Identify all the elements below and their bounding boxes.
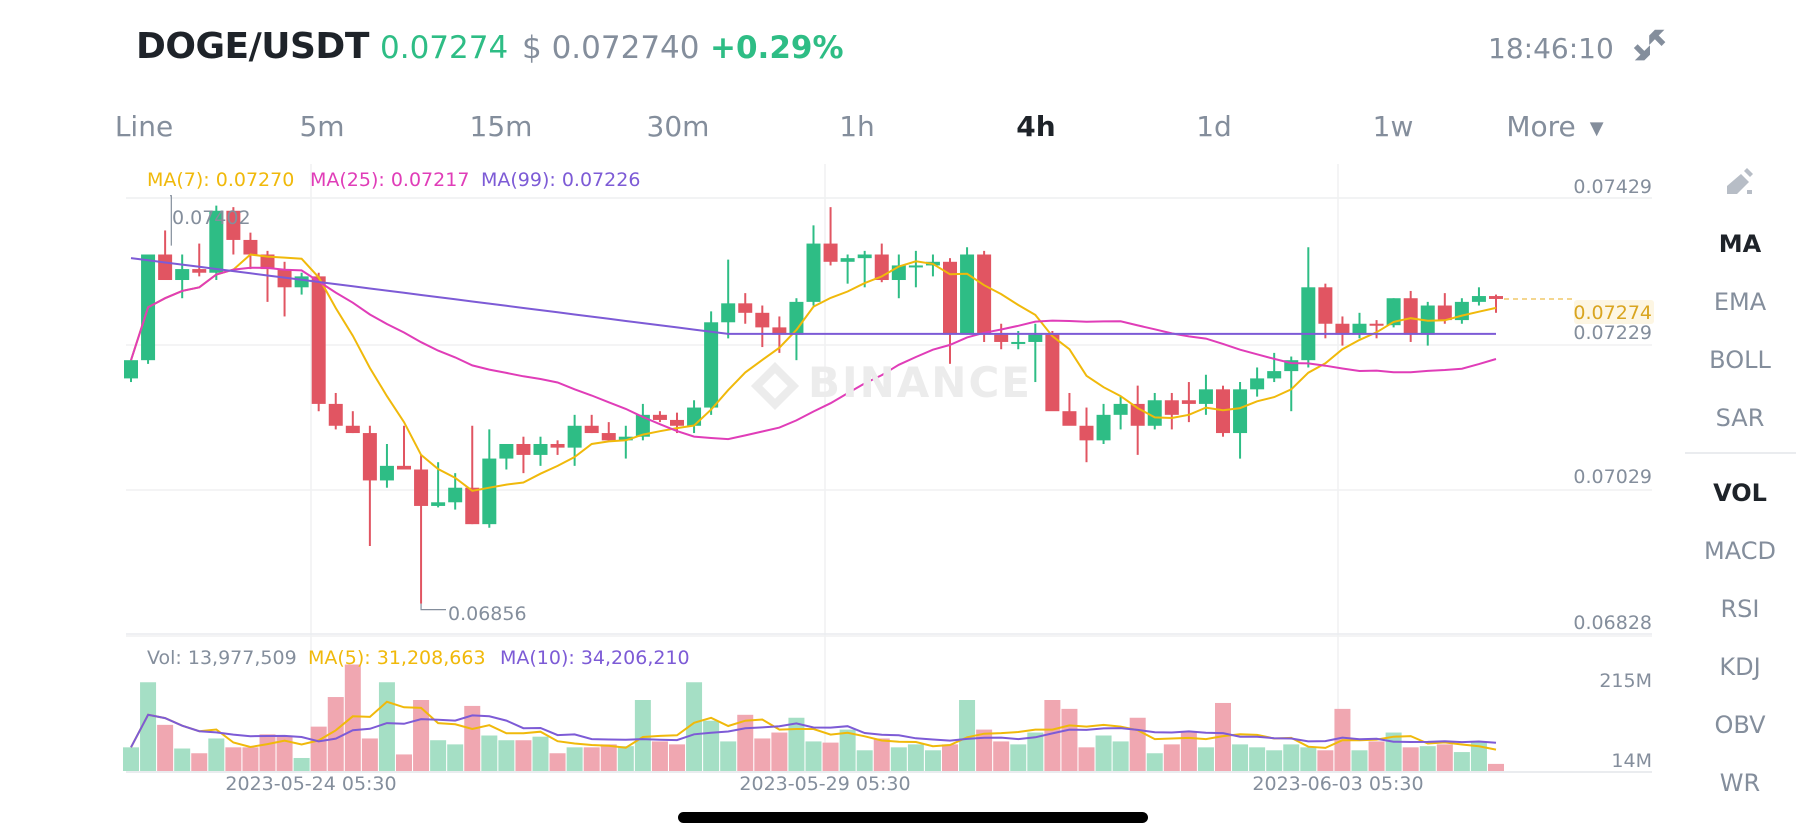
vol-ma10-legend: MA(10): 34,206,210 bbox=[500, 647, 690, 669]
indicator-kdj[interactable]: KDJ bbox=[1719, 653, 1761, 681]
low-price-marker: 0.06856 bbox=[448, 603, 527, 625]
change-percent: +0.29% bbox=[710, 30, 844, 66]
interval-tab-label: 15m bbox=[469, 110, 533, 143]
volume-axis-label: 14M bbox=[1611, 750, 1652, 772]
interval-tab-1h[interactable]: 1h bbox=[839, 110, 875, 143]
ma25-legend: MA(25): 0.07217 bbox=[310, 169, 470, 191]
vol-ma5-legend: MA(5): 31,208,663 bbox=[308, 647, 486, 669]
interval-tab-label: 1h bbox=[839, 110, 875, 143]
indicator-rsi[interactable]: RSI bbox=[1720, 595, 1760, 623]
interval-tab-line[interactable]: Line bbox=[115, 110, 173, 143]
interval-tab-label: 1w bbox=[1372, 110, 1414, 143]
price-axis-label: 0.07429 bbox=[1573, 176, 1652, 198]
interval-tab-label: 4h bbox=[1016, 110, 1056, 143]
last-price: 0.07274 bbox=[380, 30, 509, 66]
date-axis-label: 2023-06-03 05:30 bbox=[1252, 773, 1424, 795]
interval-tab-4h[interactable]: 4h bbox=[1016, 110, 1055, 143]
date-axis-label: 2023-05-29 05:30 bbox=[739, 773, 911, 795]
ma7-legend: MA(7): 0.07270 bbox=[147, 169, 295, 191]
price-axis-label: 0.07029 bbox=[1573, 466, 1652, 488]
high-price-marker: 0.07402 bbox=[172, 207, 251, 229]
home-indicator[interactable] bbox=[678, 812, 1148, 823]
indicator-vol[interactable]: VOL bbox=[1713, 479, 1767, 507]
interval-tabs: Line 5m 15m 30m 1h 4h 1d 1w More ▼ bbox=[0, 110, 1690, 150]
indicator-ma[interactable]: MA bbox=[1718, 230, 1762, 258]
watermark-text: BINANCE bbox=[808, 358, 1032, 407]
interval-tab-label: More bbox=[1506, 110, 1576, 143]
pencil-icon bbox=[1727, 168, 1753, 194]
interval-tab-label: 5m bbox=[299, 110, 345, 143]
price-axis-label: 0.06828 bbox=[1573, 612, 1652, 634]
interval-tab-label: Line bbox=[114, 110, 174, 143]
ma99-legend: MA(99): 0.07226 bbox=[481, 169, 641, 191]
current-price-tag: 0.07274 bbox=[1573, 302, 1652, 324]
exit-fullscreen-icon[interactable] bbox=[1632, 28, 1668, 64]
drawing-tool-button[interactable] bbox=[1684, 168, 1796, 204]
interval-tab-5m[interactable]: 5m bbox=[299, 110, 344, 143]
date-axis-label: 2023-05-24 05:30 bbox=[225, 773, 397, 795]
price-axis-label: 0.07229 bbox=[1573, 322, 1652, 344]
caret-down-icon: ▼ bbox=[1589, 117, 1604, 139]
interval-tab-label: 1d bbox=[1196, 110, 1232, 143]
interval-tab-15m[interactable]: 15m bbox=[470, 110, 533, 143]
clock-time: 18:46:10 bbox=[1488, 32, 1614, 65]
pair-title[interactable]: DOGE/USDT bbox=[136, 26, 369, 67]
binance-logo-icon bbox=[750, 361, 800, 410]
volume-axis-label: 215M bbox=[1599, 670, 1652, 692]
indicator-boll[interactable]: BOLL bbox=[1709, 346, 1771, 374]
interval-tab-1d[interactable]: 1d bbox=[1196, 110, 1232, 143]
indicator-macd[interactable]: MACD bbox=[1704, 537, 1776, 565]
indicator-ema[interactable]: EMA bbox=[1713, 288, 1767, 316]
interval-tab-30m[interactable]: 30m bbox=[647, 110, 710, 143]
interval-tab-1w[interactable]: 1w bbox=[1373, 110, 1414, 143]
side-menu-divider bbox=[1685, 452, 1796, 454]
indicator-wr[interactable]: WR bbox=[1719, 769, 1761, 797]
indicator-obv[interactable]: OBV bbox=[1714, 711, 1766, 739]
usd-price: $ 0.072740 bbox=[522, 30, 700, 66]
interval-tab-more[interactable]: More ▼ bbox=[1506, 110, 1603, 143]
interval-tab-label: 30m bbox=[646, 110, 710, 143]
binance-watermark: BINANCE bbox=[750, 358, 1032, 410]
volume-legend: Vol: 13,977,509 bbox=[147, 647, 297, 669]
indicator-sar[interactable]: SAR bbox=[1715, 404, 1765, 432]
